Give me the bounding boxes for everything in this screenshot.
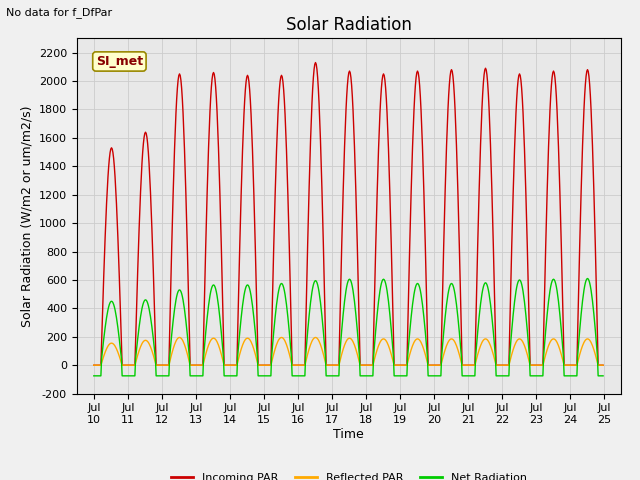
Title: Solar Radiation: Solar Radiation [286, 16, 412, 34]
Legend: Incoming PAR, Reflected PAR, Net Radiation: Incoming PAR, Reflected PAR, Net Radiati… [166, 468, 531, 480]
Y-axis label: Solar Radiation (W/m2 or um/m2/s): Solar Radiation (W/m2 or um/m2/s) [20, 105, 33, 327]
Text: SI_met: SI_met [96, 55, 143, 68]
Text: No data for f_DfPar: No data for f_DfPar [6, 7, 113, 18]
X-axis label: Time: Time [333, 428, 364, 441]
